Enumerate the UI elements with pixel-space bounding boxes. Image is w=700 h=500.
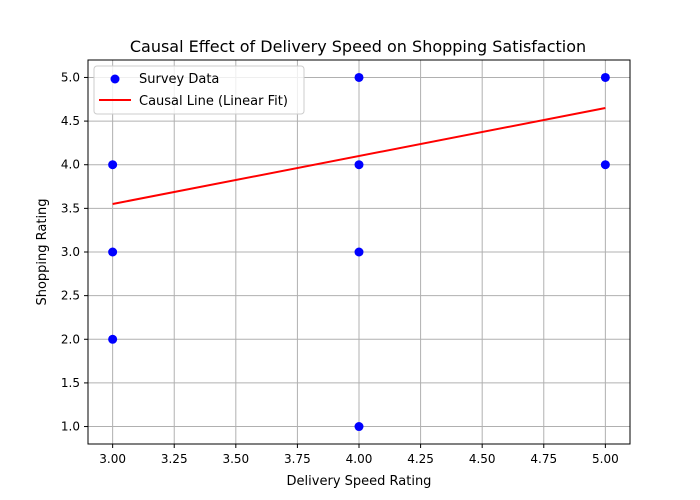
- data-point: [108, 247, 118, 257]
- y-tick-label: 3.5: [61, 201, 80, 215]
- x-tick-label: 4.50: [469, 452, 496, 466]
- fit-line-layer: [112, 107, 606, 205]
- scatter-points: [108, 72, 610, 432]
- legend-box: [93, 65, 305, 115]
- legend: Survey Data Causal Line (Linear Fit): [93, 65, 305, 115]
- x-tick-label: 4.00: [346, 452, 373, 466]
- y-tick-label: 3.0: [61, 245, 80, 259]
- y-tick-label: 2.5: [61, 289, 80, 303]
- x-tick-label: 3.50: [222, 452, 249, 466]
- x-tick-label: 3.00: [99, 452, 126, 466]
- y-tick-label: 4.5: [61, 114, 80, 128]
- legend-marker-survey-data: [110, 74, 120, 84]
- x-axis-label: Delivery Speed Rating: [287, 474, 432, 489]
- x-tick-label: 3.75: [284, 452, 311, 466]
- x-tick-label: 4.25: [407, 452, 434, 466]
- data-point: [108, 160, 118, 170]
- y-tick-label: 5.0: [61, 70, 80, 84]
- x-tick-label: 4.75: [530, 452, 557, 466]
- y-tick-label: 4.0: [61, 158, 80, 172]
- x-tick-label: 3.25: [161, 452, 188, 466]
- y-axis-label: Shopping Rating: [35, 198, 50, 305]
- legend-label-survey-data: Survey Data: [139, 72, 219, 87]
- y-tick-label: 1.5: [61, 376, 80, 390]
- y-tick-label: 1.0: [61, 420, 80, 434]
- chart-title: Causal Effect of Delivery Speed on Shopp…: [130, 37, 586, 56]
- x-axis-ticks: 3.00 3.25 3.50 3.75 4.00 4.25 4.50 4.75 5.00: [99, 444, 619, 466]
- data-point: [600, 72, 610, 82]
- data-point: [354, 72, 364, 82]
- data-point: [600, 160, 610, 170]
- data-point: [354, 160, 364, 170]
- data-point: [354, 422, 364, 432]
- data-point: [108, 334, 118, 344]
- fit-line: [112, 107, 606, 205]
- y-tick-label: 2.0: [61, 332, 80, 346]
- legend-label-causal-line: Causal Line (Linear Fit): [139, 94, 288, 109]
- data-point: [354, 247, 364, 257]
- y-axis-ticks: 1.0 1.5 2.0 2.5 3.0 3.5 4.0 4.5 5.0: [61, 70, 88, 434]
- x-tick-label: 5.00: [592, 452, 619, 466]
